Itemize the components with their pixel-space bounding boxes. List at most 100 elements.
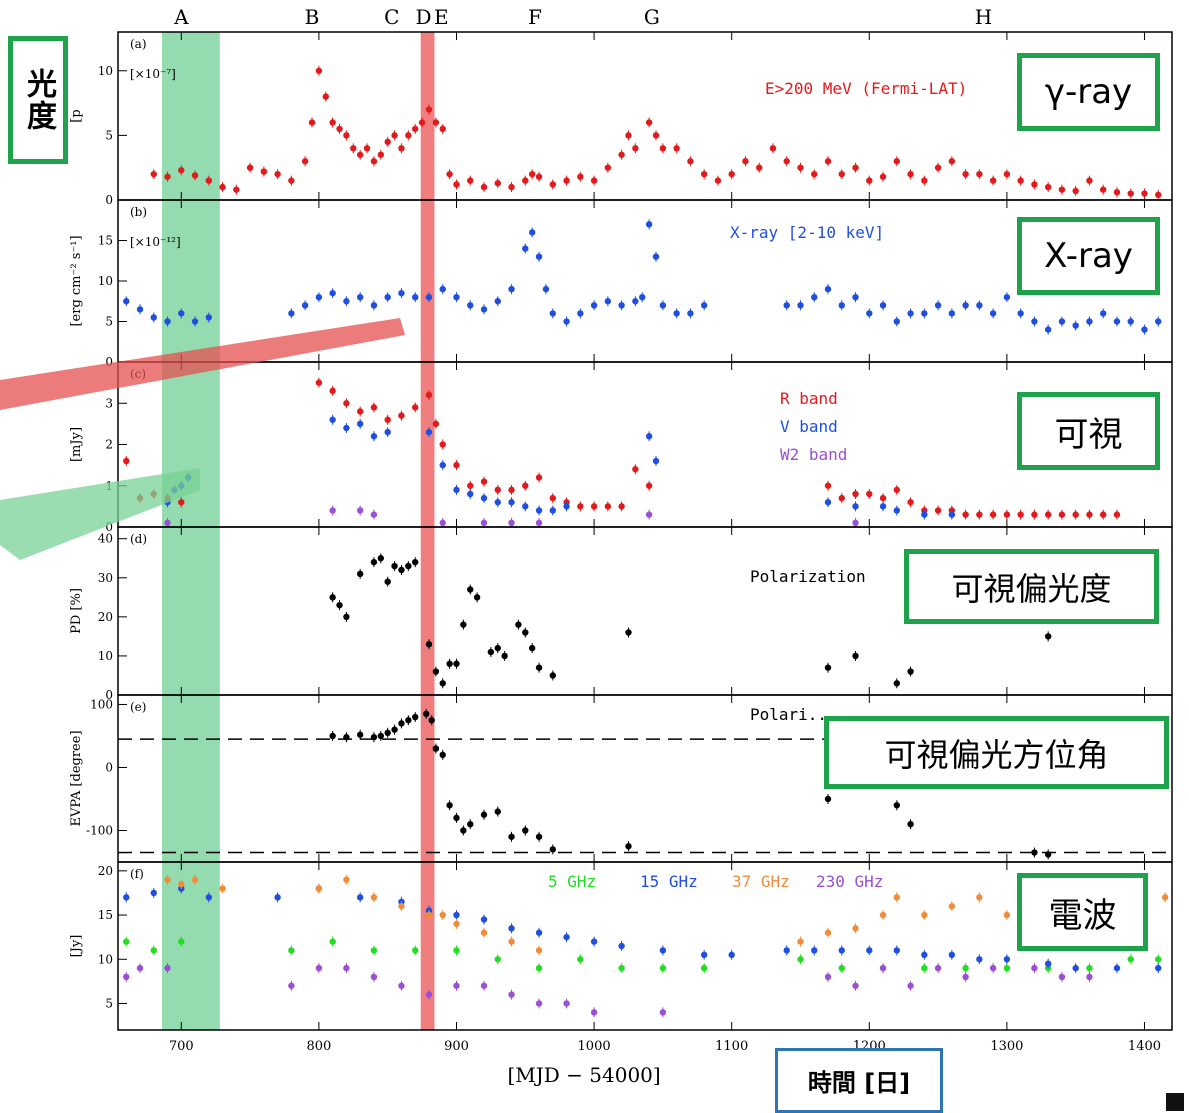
data-point — [136, 964, 144, 972]
data-point — [824, 499, 832, 506]
data-point — [535, 964, 543, 972]
data-point — [480, 916, 488, 923]
period-letter: G — [644, 5, 660, 29]
data-point — [439, 680, 446, 687]
panel-tag: (e) — [130, 700, 146, 714]
data-point — [659, 1009, 667, 1016]
data-point — [343, 132, 350, 139]
data-point — [480, 982, 488, 989]
data-point — [542, 285, 550, 293]
data-point — [508, 991, 515, 998]
data-point — [604, 164, 612, 171]
label-optical-polarization-angle: 可視偏光方位角 — [824, 716, 1169, 789]
data-point — [522, 245, 529, 252]
data-point — [625, 132, 632, 139]
data-point — [384, 729, 391, 737]
legend-entry: Polari... — [750, 705, 837, 724]
label-optical-text: 可視 — [1054, 414, 1123, 455]
data-point — [962, 964, 969, 972]
data-point — [590, 302, 598, 309]
data-point — [687, 158, 694, 165]
data-point — [742, 158, 749, 165]
data-point — [1058, 973, 1066, 981]
data-point — [412, 404, 419, 411]
data-point — [535, 929, 543, 936]
data-point — [425, 991, 433, 998]
data-point — [384, 138, 391, 146]
period-letter: A — [173, 5, 189, 29]
data-point — [535, 947, 543, 954]
data-point — [391, 726, 398, 733]
data-point — [700, 302, 708, 309]
data-point — [288, 982, 295, 989]
data-point — [1100, 186, 1107, 193]
decorative-arrow-green — [0, 468, 200, 560]
data-point — [432, 668, 440, 675]
data-point — [508, 285, 515, 293]
data-point — [164, 964, 171, 972]
data-point — [150, 170, 157, 178]
data-point — [618, 964, 625, 972]
data-point — [577, 956, 584, 963]
data-point — [508, 499, 515, 506]
data-point — [453, 181, 460, 188]
data-point — [824, 158, 832, 165]
data-point — [824, 929, 832, 936]
data-point — [178, 310, 185, 317]
data-point — [1003, 170, 1011, 178]
data-point — [412, 558, 419, 566]
label-radio: 電波 — [1017, 873, 1148, 951]
data-point — [398, 566, 405, 574]
data-point — [976, 302, 983, 309]
data-point — [205, 177, 213, 184]
data-point — [563, 318, 570, 325]
data-point — [356, 894, 364, 901]
data-point — [384, 428, 391, 436]
x-tick-label: 900 — [444, 1039, 469, 1054]
data-point — [824, 973, 832, 981]
y-axis-label: EVPA [degree] — [69, 730, 84, 826]
data-point — [948, 158, 956, 165]
legend-entry: V band — [780, 417, 838, 436]
data-point — [405, 562, 412, 570]
data-point — [879, 302, 887, 309]
data-point — [645, 511, 653, 518]
data-point — [274, 894, 281, 901]
data-point — [446, 660, 453, 667]
data-point — [838, 170, 845, 178]
y-tick-label: 15 — [98, 908, 113, 922]
data-point — [824, 664, 832, 671]
data-point — [467, 490, 474, 498]
data-point — [480, 811, 488, 818]
legend-entry: 15 GHz — [640, 872, 698, 891]
data-point — [625, 629, 632, 636]
data-point — [1127, 190, 1134, 197]
data-point — [150, 947, 157, 954]
data-point — [205, 314, 213, 321]
data-point — [838, 964, 845, 972]
data-point — [783, 947, 790, 954]
data-point — [811, 947, 818, 954]
data-point — [428, 717, 435, 724]
data-point — [1155, 956, 1162, 963]
data-point — [618, 151, 625, 158]
corner-square-icon — [1166, 1093, 1184, 1111]
data-point — [391, 562, 398, 570]
data-point — [453, 486, 460, 494]
data-point — [467, 586, 474, 593]
data-point — [473, 594, 481, 601]
data-point — [1003, 911, 1011, 919]
data-point — [1072, 322, 1079, 329]
data-point — [425, 391, 433, 399]
data-point — [632, 466, 639, 473]
data-point — [1113, 318, 1121, 325]
data-point — [1086, 511, 1093, 518]
data-point — [329, 387, 336, 395]
data-point — [1155, 964, 1162, 972]
data-point — [191, 172, 199, 179]
panel-tag: (d) — [130, 532, 147, 546]
data-point — [370, 511, 378, 518]
data-point — [563, 503, 570, 510]
data-point — [852, 925, 859, 932]
data-point — [639, 294, 646, 301]
